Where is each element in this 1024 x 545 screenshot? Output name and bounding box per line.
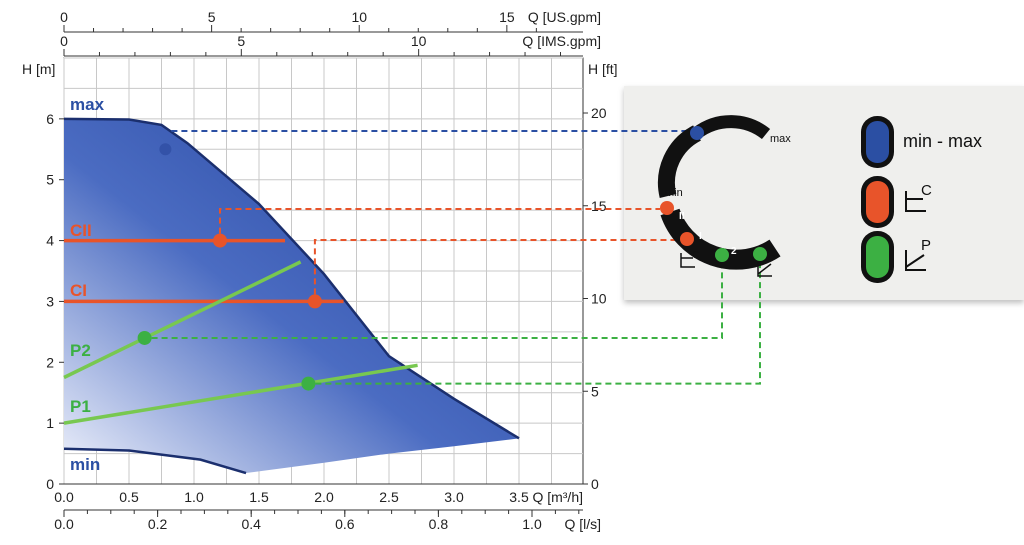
top-us-tick-label: 15 (499, 9, 515, 25)
series-marker-p1 (301, 376, 316, 391)
connector-ci (313, 239, 680, 295)
legend-p-label: P (921, 237, 931, 254)
right-tick-label: 10 (591, 291, 607, 307)
series-label-p2: P2 (70, 341, 91, 360)
bottom-secondary-axis-label: Q [l/s] (564, 516, 601, 532)
series-label-ci: CI (70, 281, 87, 300)
series-label-max: max (70, 95, 105, 114)
mode-dial: max min II I 2 C P (657, 115, 791, 277)
dial-max-marker (690, 126, 704, 140)
min-curve (63, 447, 247, 475)
connector-p1 (315, 261, 761, 385)
legend-min-max-label: min - max (903, 131, 982, 151)
connector-cii (219, 208, 660, 234)
bottom-primary-tick-label: 2.0 (314, 489, 334, 505)
bottom-primary-tick-label: 3.5 (509, 489, 529, 505)
dial-2-label: 2 (731, 246, 737, 257)
right-tick-label: 5 (591, 383, 599, 399)
left-tick-label: 3 (46, 293, 54, 309)
dial-p-small-label: P (768, 254, 775, 265)
dial-p-icon (757, 262, 772, 277)
series-label-cii: CII (70, 221, 92, 240)
series-labels: max min CII CI P2 P1 (70, 95, 105, 474)
dial-p1-marker (753, 247, 767, 261)
legend-c-label: C (921, 182, 932, 199)
dial-i-label: I (699, 231, 702, 242)
legend-item-min-max: min - max (861, 116, 982, 168)
max-point-marker (159, 143, 172, 156)
top-us-axis-label: Q [US.gpm] (528, 9, 601, 25)
left-axis-label: H [m] (22, 61, 55, 77)
bottom-primary-axis-label: Q [m³/h] (532, 489, 583, 505)
bottom-secondary-tick-label: 1.0 (522, 516, 542, 532)
bottom-primary-tick-label: 3.0 (444, 489, 464, 505)
left-tick-label: 4 (46, 233, 54, 249)
series-line-p2 (63, 260, 302, 380)
bottom-primary-tick-label: 2.5 (379, 489, 399, 505)
dial-max-label: max (770, 133, 791, 145)
legend-item-proportional-pressure: P (861, 231, 931, 283)
dial-ii-label: II (679, 211, 685, 222)
series-marker-ci (307, 294, 322, 309)
series-marker-p2 (137, 330, 152, 345)
top-us-tick-label: 0 (60, 9, 68, 25)
connector-p2 (151, 262, 723, 339)
dial-p2-marker (715, 248, 729, 262)
bottom-secondary-tick-label: 0.8 (429, 516, 449, 532)
top-us-tick-label: 10 (351, 9, 367, 25)
left-tick-label: 1 (46, 415, 54, 431)
right-axis-label: H [ft] (588, 61, 618, 77)
left-tick-label: 2 (46, 354, 54, 370)
right-tick-label: 15 (591, 198, 607, 214)
dial-cii-marker (660, 201, 674, 215)
right-tick-label: 0 (591, 476, 599, 492)
bottom-primary-tick-label: 0.5 (119, 489, 139, 505)
legend-item-constant-pressure: C (861, 176, 932, 228)
left-tick-label: 5 (46, 172, 54, 188)
max-curve (63, 117, 520, 440)
top-us-tick-label: 5 (208, 9, 216, 25)
dial-c-small-label: C (692, 250, 699, 261)
dial-ci-marker (680, 232, 694, 246)
top-ims-tick-label: 5 (237, 33, 245, 49)
bottom-secondary-tick-label: 0.2 (148, 516, 168, 532)
dial-min-label: min (665, 187, 683, 199)
top-ims-axis-label: Q [IMS.gpm] (522, 33, 601, 49)
series-label-p1: P1 (70, 397, 91, 416)
control-panel (624, 86, 1024, 300)
series-line-p1 (63, 363, 418, 425)
left-tick-label: 0 (46, 476, 54, 492)
envelope-layer (63, 117, 520, 475)
bottom-secondary-tick-label: 0.4 (241, 516, 261, 532)
bottom-primary-tick-label: 1.0 (184, 489, 204, 505)
right-tick-label: 20 (591, 105, 607, 121)
left-tick-label: 6 (46, 111, 54, 127)
axes-layer: 0 1 2 3 4 5 6 H [m] 0 5 10 15 20 H [ft] 0.0 0.5 1.0 1.5 2.… (22, 9, 618, 532)
connector-lines (151, 130, 761, 385)
legend: min - max C P (861, 116, 982, 283)
top-ims-tick-label: 10 (411, 33, 427, 49)
operating-envelope (64, 118, 519, 474)
bottom-primary-tick-label: 1.5 (249, 489, 269, 505)
bottom-secondary-tick-label: 0.0 (54, 516, 74, 532)
dial-c-icon (680, 253, 695, 268)
curves-layer (63, 233, 418, 425)
series-marker-cii (213, 233, 227, 248)
series-label-min: min (70, 455, 100, 474)
bottom-primary-tick-label: 0.0 (54, 489, 74, 505)
top-ims-tick-label: 0 (60, 33, 68, 49)
bottom-secondary-tick-label: 0.6 (335, 516, 355, 532)
proportional-pressure-icon (905, 250, 926, 271)
constant-pressure-icon (905, 191, 926, 212)
